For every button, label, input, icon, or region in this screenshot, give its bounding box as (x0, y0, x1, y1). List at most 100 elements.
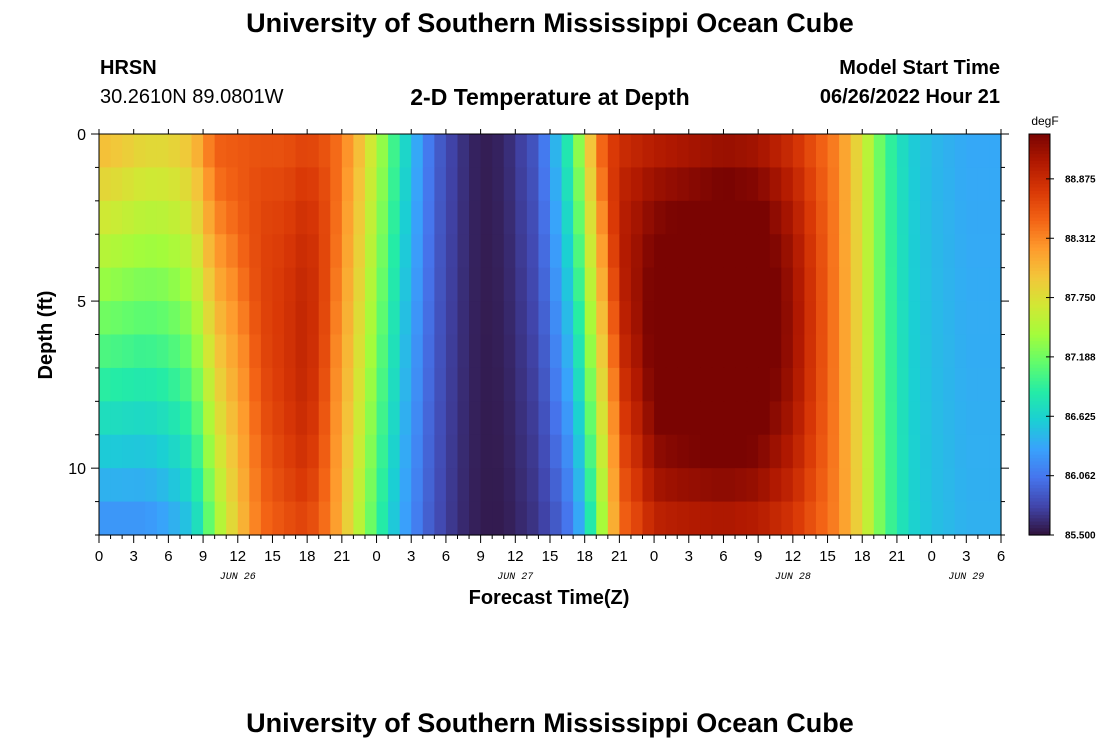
heatmap-cell (168, 267, 181, 302)
heatmap-cell (399, 134, 412, 169)
heatmap-cell (538, 334, 551, 369)
heatmap-cell (237, 434, 250, 469)
heatmap-cell (943, 401, 956, 436)
heatmap-cell (388, 367, 401, 402)
heatmap-cell (665, 134, 678, 169)
heatmap-cell (538, 468, 551, 503)
heatmap-cell (862, 200, 875, 235)
heatmap-cell (873, 401, 886, 436)
heatmap-cell (827, 434, 840, 469)
heatmap-cell (191, 434, 204, 469)
heatmap-cell (133, 434, 146, 469)
heatmap-cell (677, 334, 690, 369)
heatmap-cell (203, 301, 216, 336)
colorbar-segment (1029, 354, 1050, 359)
heatmap-cell (815, 334, 829, 369)
heatmap-cell (804, 134, 817, 169)
heatmap-cell (388, 234, 401, 269)
heatmap-cell (792, 134, 806, 169)
colorbar-segment (1029, 377, 1050, 382)
heatmap-cell (954, 434, 967, 469)
station-name: HRSN (100, 57, 157, 79)
heatmap-cell (376, 367, 389, 402)
heatmap-cell (295, 501, 308, 536)
heatmap-cell (422, 401, 435, 436)
heatmap-cell (272, 334, 285, 369)
heatmap-cell (839, 200, 852, 235)
heatmap-cell (503, 267, 516, 302)
heatmap-cell (711, 468, 725, 503)
heatmap-cell (862, 167, 875, 202)
heatmap-cell (908, 468, 921, 503)
x-tick-label: 6 (997, 548, 1005, 565)
heatmap-cell (179, 501, 193, 536)
colorbar-segment (1029, 164, 1050, 169)
heatmap-cell (145, 434, 158, 469)
heatmap-cell (318, 134, 331, 169)
heatmap-cell (700, 434, 713, 469)
heatmap-cell (677, 501, 690, 536)
heatmap-cell (850, 200, 863, 235)
heatmap-cell (122, 367, 135, 402)
colorbar-segment (1029, 137, 1050, 142)
heatmap-cell (931, 367, 944, 402)
heatmap-cell (642, 468, 655, 503)
model-start-value: 06/26/2022 Hour 21 (819, 86, 1000, 108)
heatmap-cell (885, 134, 898, 169)
heatmap-cell (99, 301, 112, 336)
colorbar-segment (1029, 264, 1050, 269)
heatmap-cell (156, 334, 169, 369)
heatmap-cell (920, 200, 933, 235)
heatmap-cell (804, 200, 817, 235)
heatmap-cell (191, 167, 204, 202)
heatmap-cell (457, 434, 470, 469)
heatmap-cell (561, 401, 574, 436)
heatmap-cell (457, 468, 470, 503)
heatmap-cell (237, 267, 250, 302)
heatmap-cell (758, 334, 771, 369)
heatmap-cell (353, 267, 366, 302)
heatmap-cell (896, 468, 910, 503)
heatmap-cell (122, 434, 135, 469)
heatmap-cell (226, 468, 239, 503)
heatmap-cell (295, 200, 308, 235)
heatmap-cell (492, 401, 505, 436)
heatmap-cell (654, 434, 667, 469)
heatmap-cell (850, 401, 863, 436)
heatmap-cell (249, 501, 262, 536)
x-tick-label: 3 (962, 548, 970, 565)
colorbar-segment (1029, 184, 1050, 189)
heatmap-cell (411, 267, 424, 302)
heatmap-cell (122, 468, 135, 503)
heatmap-cell (156, 434, 169, 469)
heatmap-cell (688, 434, 701, 469)
heatmap-cell (815, 401, 829, 436)
heatmap-cell (839, 167, 852, 202)
heatmap-cell (561, 468, 574, 503)
heatmap-cell (550, 234, 563, 269)
heatmap-cell (503, 334, 516, 369)
heatmap-cell (145, 301, 158, 336)
heatmap-cell (341, 267, 355, 302)
heatmap-cell (330, 134, 343, 169)
colorbar-segment (1029, 491, 1050, 496)
heatmap-cell (873, 468, 886, 503)
heatmap-cell (827, 267, 840, 302)
heatmap-cell (619, 167, 632, 202)
heatmap-cell (133, 401, 146, 436)
colorbar-segment (1029, 494, 1050, 499)
heatmap-cell (434, 434, 447, 469)
heatmap-cell (376, 468, 389, 503)
heatmap-cell (237, 234, 250, 269)
heatmap-cells (99, 134, 1002, 536)
heatmap-cell (642, 367, 655, 402)
heatmap-cell (677, 468, 690, 503)
heatmap-cell (839, 468, 852, 503)
heatmap-cell (781, 468, 794, 503)
heatmap-cell (145, 468, 158, 503)
heatmap-cell (862, 401, 875, 436)
heatmap-cell (746, 267, 759, 302)
heatmap-cell (388, 301, 401, 336)
colorbar-segment (1029, 244, 1050, 249)
colorbar-segment (1029, 411, 1050, 416)
